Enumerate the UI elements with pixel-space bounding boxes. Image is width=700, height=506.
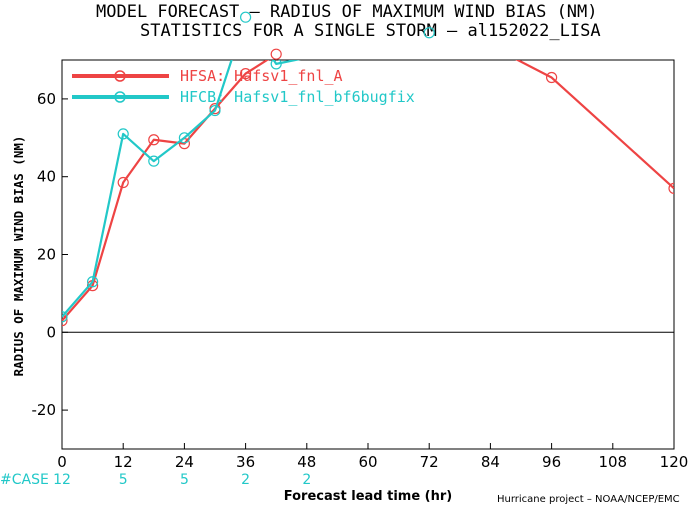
outer-markers-layer <box>240 11 435 60</box>
case-count: 2 <box>241 472 250 488</box>
y-axis-label: RADIUS OF MAXIMUM WIND BIAS (NM) <box>11 136 26 377</box>
x-tick-label: 36 <box>236 453 255 471</box>
case-count: 5 <box>180 472 189 488</box>
y-tick-label: 60 <box>37 90 56 108</box>
y-tick-label: 40 <box>37 168 56 186</box>
x-tick-label: 12 <box>114 453 133 471</box>
data-point <box>270 60 282 70</box>
x-tick-label: 48 <box>297 453 316 471</box>
data-point <box>545 71 558 84</box>
x-tick-label: 120 <box>660 453 689 471</box>
case-count-row: #CASE 12 5 5 2 2 <box>0 472 311 488</box>
x-tick-label: 72 <box>420 453 439 471</box>
legend-label: HFSA: Hafsv1_fnl_A <box>180 67 343 85</box>
case-count: 5 <box>119 472 128 488</box>
legend-label: HFCB: Hafsv1_fnl_bf6bugfix <box>180 88 415 106</box>
x-tick-label: 60 <box>358 453 377 471</box>
x-tick-label: 24 <box>175 453 194 471</box>
chart-title-line2: STATISTICS FOR A SINGLE STORM – al152022… <box>140 21 601 41</box>
data-point <box>423 27 435 39</box>
x-tick-label: 96 <box>542 453 561 471</box>
data-point <box>62 311 68 323</box>
series-line-2 <box>62 60 301 318</box>
data-point <box>668 182 674 194</box>
plot-frame <box>61 59 675 450</box>
legend: HFSA: Hafsv1_fnl_A HFCB: Hafsv1_fnl_bf6bu… <box>72 67 415 106</box>
x-tick-label: 84 <box>481 453 500 471</box>
credit-text: Hurricane project – NOAA/NCEP/EMC <box>497 494 680 505</box>
data-point <box>240 11 252 23</box>
x-axis-label: Forecast lead time (hr) <box>284 489 452 504</box>
x-tick-label: 0 <box>57 453 67 471</box>
y-tick-label: 0 <box>46 323 56 341</box>
chart-title-line1: MODEL FORECAST – RADIUS OF MAXIMUM WIND … <box>96 2 598 22</box>
axes: 0 12 24 36 48 60 72 84 96 108 120 -20 0 20 40 60 <box>32 59 689 471</box>
legend-marker <box>114 91 126 103</box>
data-point <box>240 68 252 80</box>
data-point <box>209 104 221 117</box>
legend-marker <box>114 70 126 82</box>
series-layer <box>62 60 674 327</box>
case-label: #CASE <box>0 472 49 488</box>
data-point <box>178 132 190 144</box>
x-tick-label: 108 <box>598 453 627 471</box>
data-point <box>86 276 99 288</box>
y-tick-label: -20 <box>32 401 57 419</box>
data-point <box>62 315 68 327</box>
data-point <box>117 176 129 189</box>
data-point <box>117 128 129 140</box>
case-count: 2 <box>302 472 311 488</box>
data-point <box>148 134 160 146</box>
case-count: 12 <box>53 472 71 488</box>
y-tick-label: 20 <box>37 246 56 264</box>
data-point <box>270 48 282 60</box>
data-point <box>148 155 160 167</box>
